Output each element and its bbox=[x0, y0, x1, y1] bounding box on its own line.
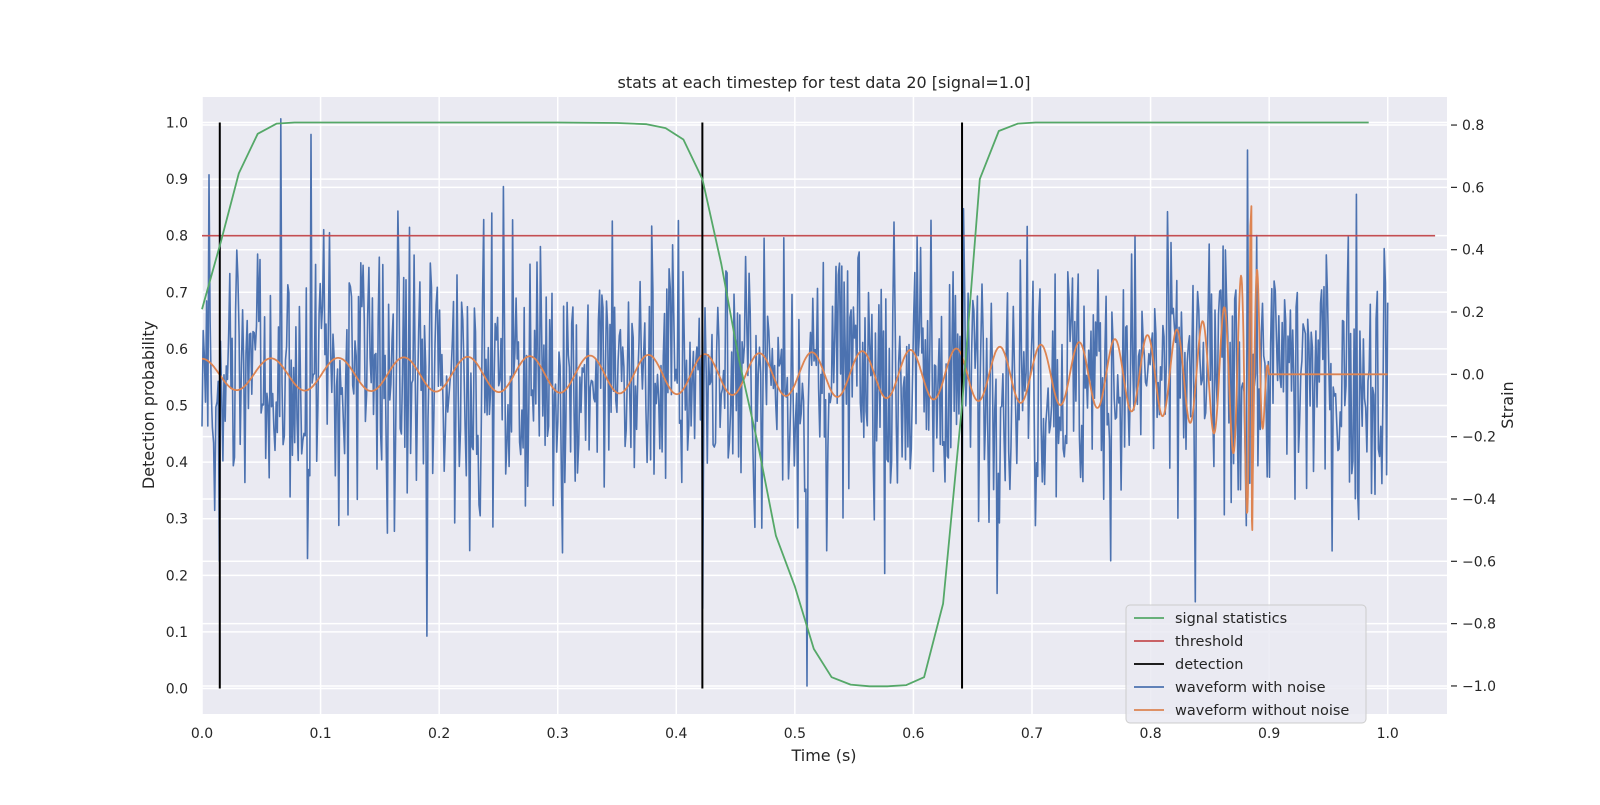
y2-tick-label: 0.2 bbox=[1462, 305, 1484, 321]
x-tick-label: 0.4 bbox=[665, 726, 687, 742]
x-tick-label: 0.1 bbox=[309, 726, 331, 742]
series-layer bbox=[201, 118, 1436, 689]
y-tick-label: 0.6 bbox=[166, 342, 188, 358]
y-tick-label: 0.4 bbox=[166, 455, 188, 471]
legend-label: threshold bbox=[1175, 634, 1243, 650]
y-tick-label: 0.2 bbox=[166, 568, 188, 584]
y2-axis-label: Strain bbox=[1498, 381, 1517, 428]
y-tick-label: 0.7 bbox=[166, 285, 188, 301]
legend-label: waveform with noise bbox=[1175, 680, 1326, 696]
legend: signal statistics threshold detection wavef… bbox=[1125, 604, 1367, 724]
legend-label: detection bbox=[1175, 657, 1243, 673]
x-tick-label: 1.0 bbox=[1377, 726, 1399, 742]
y-axis-label: Detection probability bbox=[139, 321, 158, 489]
legend-label: signal statistics bbox=[1175, 611, 1287, 627]
legend-box bbox=[1125, 604, 1367, 724]
y2-tick-label: 0.6 bbox=[1462, 180, 1484, 196]
legend-label: waveform without noise bbox=[1175, 703, 1349, 719]
y-tick-label: 0.8 bbox=[166, 229, 188, 245]
tick-labels: 0.0 0.1 0.2 0.3 0.4 0.5 0.6 0.7 0.8 0.9 1.0 0.0 0.1 0… bbox=[166, 115, 1496, 742]
y2-tick-label: 0.4 bbox=[1462, 243, 1484, 259]
y-tick-label: 1.0 bbox=[166, 115, 188, 131]
series-line-waveform-with-noise bbox=[201, 118, 1389, 687]
x-tick-label: 0.6 bbox=[902, 726, 924, 742]
y2-tick-label: 0.8 bbox=[1462, 118, 1484, 134]
series-line-waveform-without-noise bbox=[201, 205, 1389, 531]
x-tick-label: 0.2 bbox=[428, 726, 450, 742]
x-tick-label: 0.0 bbox=[191, 726, 213, 742]
y2-tick-label: −1.0 bbox=[1462, 679, 1496, 695]
x-tick-label: 0.5 bbox=[784, 726, 806, 742]
y2-tick-label: −0.8 bbox=[1462, 617, 1496, 633]
x-tick-label: 0.3 bbox=[547, 726, 569, 742]
y2-tick-label: 0.0 bbox=[1462, 367, 1484, 383]
y-tick-label: 0.9 bbox=[166, 172, 188, 188]
x-tick-label: 0.7 bbox=[1021, 726, 1043, 742]
y-tick-label: 0.5 bbox=[166, 399, 188, 415]
x-tick-label: 0.9 bbox=[1258, 726, 1280, 742]
y-tick-label: 0.3 bbox=[166, 512, 188, 528]
y2-tick-label: −0.6 bbox=[1462, 554, 1496, 570]
y2-tick-label: −0.2 bbox=[1462, 430, 1496, 446]
series-line-signal-statistics bbox=[201, 121, 1369, 688]
y-tick-label: 0.0 bbox=[166, 682, 188, 698]
y-tick-label: 0.1 bbox=[166, 625, 188, 641]
y2-tick-label: −0.4 bbox=[1462, 492, 1496, 508]
chart-title: stats at each timestep for test data 20 … bbox=[618, 73, 1031, 92]
x-tick-label: 0.8 bbox=[1139, 726, 1161, 742]
x-axis-label: Time (s) bbox=[790, 746, 856, 765]
